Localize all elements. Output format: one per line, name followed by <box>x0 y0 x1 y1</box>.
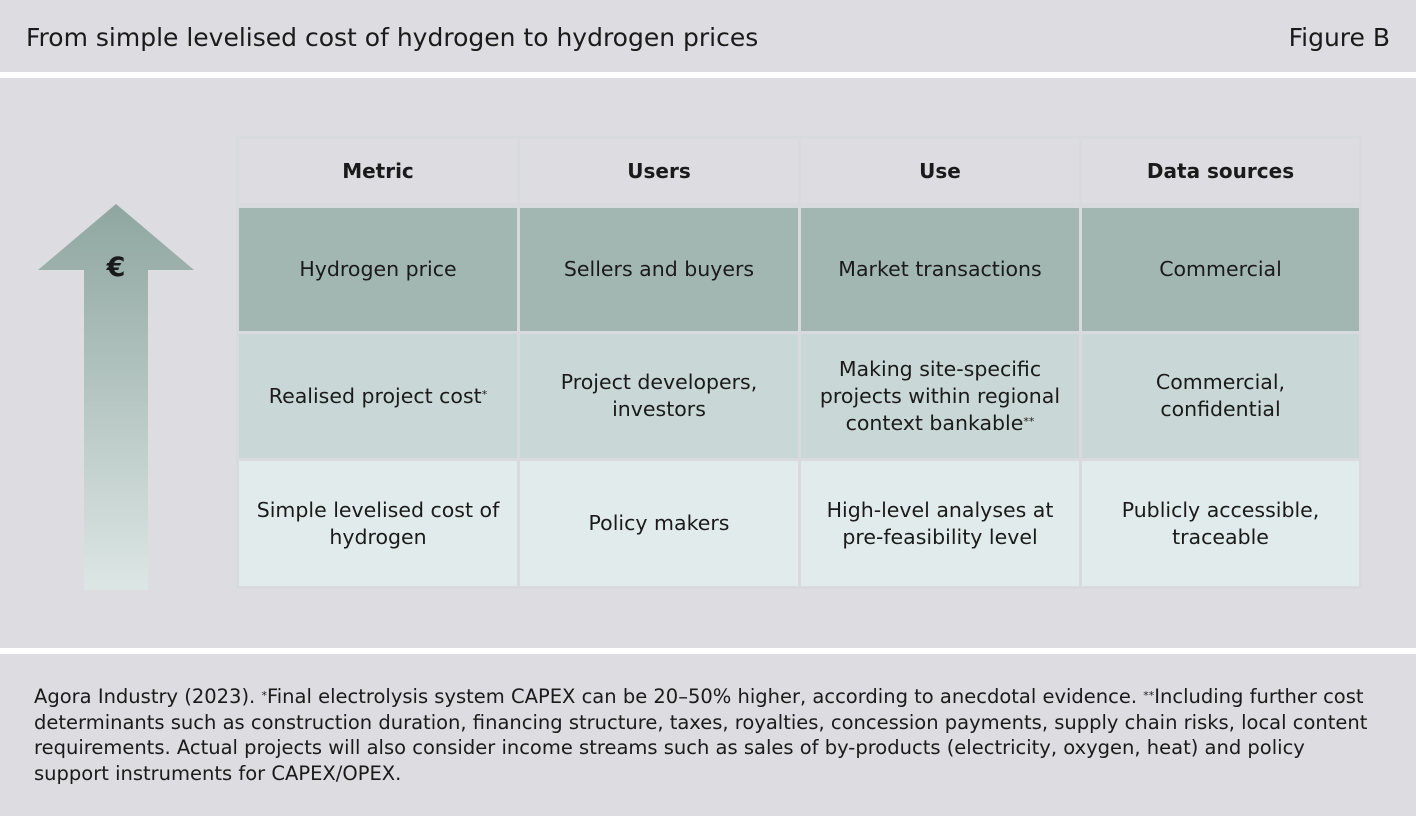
footnote-mark: ** <box>1143 689 1155 702</box>
use-line: High-level analyses at <box>826 497 1054 522</box>
row-hydrogen-price-users: Sellers and buyers <box>520 208 798 331</box>
row-simple-lcoh-sources: Publicly accessible, traceable <box>1082 461 1359 586</box>
row-realised-project-cost-sources: Commercial, confidential <box>1082 334 1359 458</box>
source-note: Agora Industry (2023). *Final electrolys… <box>34 684 1384 786</box>
row-realised-project-cost-users: Project developers, investors <box>520 334 798 458</box>
row-simple-lcoh-users: Policy makers <box>520 461 798 586</box>
row-simple-lcoh-use: High-level analyses at pre-feasibility l… <box>801 461 1079 586</box>
footnote-2-text: Including further cost determinants such… <box>34 685 1368 785</box>
figure-footer: Agora Industry (2023). *Final electrolys… <box>0 654 1416 816</box>
footnote-mark: * <box>481 387 488 401</box>
source-text: Agora Industry (2023). <box>34 685 262 708</box>
use-line: context bankable <box>845 410 1024 435</box>
metric-label: Realised project cost <box>268 383 482 408</box>
metric-label: Hydrogen price <box>299 257 457 281</box>
row-realised-project-cost-metric: Realised project cost* <box>239 334 517 458</box>
column-header-data-sources: Data sources <box>1082 139 1359 203</box>
row-hydrogen-price-use: Market transactions <box>801 208 1079 331</box>
metrics-table: Metric Users Use Data sources Hydrogen p… <box>236 136 1362 589</box>
figure-number: Figure B <box>1288 23 1390 52</box>
row-hydrogen-price-sources: Commercial <box>1082 208 1359 331</box>
footnote-mark: * <box>261 689 267 702</box>
column-header-users: Users <box>520 139 798 203</box>
cost-arrow-icon <box>38 204 194 590</box>
use-line: pre-feasibility level <box>842 524 1038 549</box>
footnote-1-text: Final electrolysis system CAPEX can be 2… <box>266 685 1144 708</box>
use-line: Making site-specific <box>838 356 1042 381</box>
row-simple-lcoh-metric: Simple levelised cost of hydrogen <box>239 461 517 586</box>
row-hydrogen-price-metric: Hydrogen price <box>239 208 517 331</box>
metric-label: Simple levelised cost of hydrogen <box>256 497 500 549</box>
figure-title: From simple levelised cost of hydrogen t… <box>26 23 759 52</box>
column-header-use: Use <box>801 139 1079 203</box>
footnote-mark: ** <box>1023 414 1035 428</box>
use-line: projects within regional <box>819 383 1061 408</box>
euro-symbol: € <box>106 252 126 283</box>
figure-header: From simple levelised cost of hydrogen t… <box>0 0 1416 72</box>
column-header-metric: Metric <box>239 139 517 203</box>
row-realised-project-cost-use: Making site-specific projects within reg… <box>801 334 1079 458</box>
